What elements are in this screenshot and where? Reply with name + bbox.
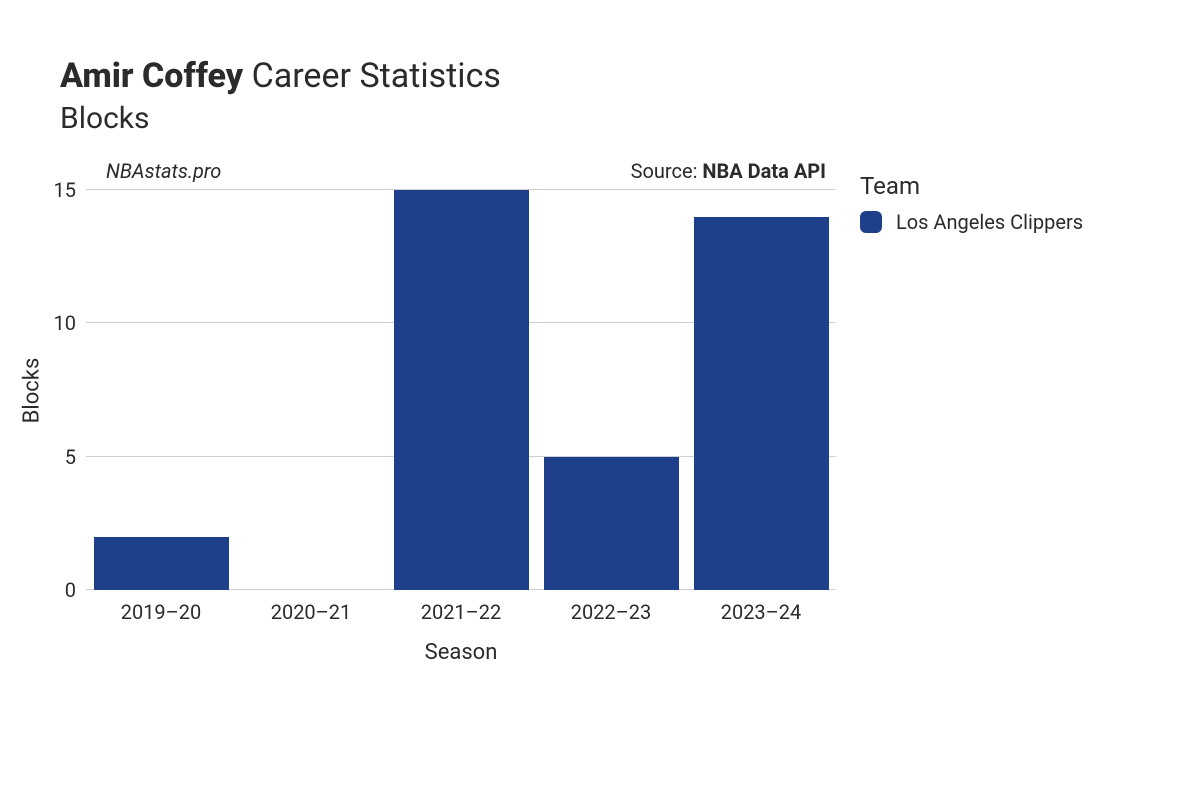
legend-item: Los Angeles Clippers bbox=[860, 210, 1083, 234]
x-tick-label: 2021–22 bbox=[421, 600, 502, 624]
y-tick-label: 10 bbox=[54, 311, 86, 335]
y-tick-label: 5 bbox=[65, 445, 86, 469]
chart-container: Amir Coffey Career Statistics Blocks NBA… bbox=[0, 0, 1200, 800]
attribution-source-name: NBA Data API bbox=[702, 159, 826, 183]
attribution-site: NBAstats.pro bbox=[106, 159, 221, 183]
title-suffix: Career Statistics bbox=[252, 56, 501, 96]
plot-area: 051015 bbox=[86, 190, 836, 590]
legend: Team Los Angeles Clippers bbox=[860, 172, 1083, 234]
y-axis-title: Blocks bbox=[20, 190, 44, 590]
x-tick-label: 2022–23 bbox=[571, 600, 652, 624]
title-player: Amir Coffey bbox=[60, 56, 243, 96]
y-tick-label: 15 bbox=[54, 178, 86, 202]
chart-title: Amir Coffey Career Statistics bbox=[60, 58, 501, 95]
x-tick-label: 2019–20 bbox=[121, 600, 202, 624]
attribution-line: NBAstats.pro Source: NBA Data API bbox=[106, 159, 826, 183]
bar bbox=[694, 217, 829, 590]
legend-item-label: Los Angeles Clippers bbox=[896, 210, 1083, 234]
legend-title: Team bbox=[860, 172, 1083, 200]
y-tick-label: 0 bbox=[65, 578, 86, 602]
title-block: Amir Coffey Career Statistics Blocks bbox=[60, 58, 501, 136]
attribution-source: Source: NBA Data API bbox=[631, 159, 826, 183]
y-axis-title-text: Blocks bbox=[20, 357, 45, 423]
bar bbox=[544, 457, 679, 590]
x-tick-label: 2023–24 bbox=[721, 600, 802, 624]
x-tick-label: 2020–21 bbox=[271, 600, 352, 624]
chart-subtitle: Blocks bbox=[60, 101, 501, 136]
bar bbox=[394, 190, 529, 590]
x-axis-title: Season bbox=[86, 640, 836, 665]
x-tick-labels: 2019–20 2020–21 2021–22 2022–23 2023–24 bbox=[86, 600, 836, 630]
bar bbox=[94, 537, 229, 590]
attribution-source-label: Source: bbox=[631, 159, 703, 183]
legend-swatch bbox=[860, 211, 882, 233]
